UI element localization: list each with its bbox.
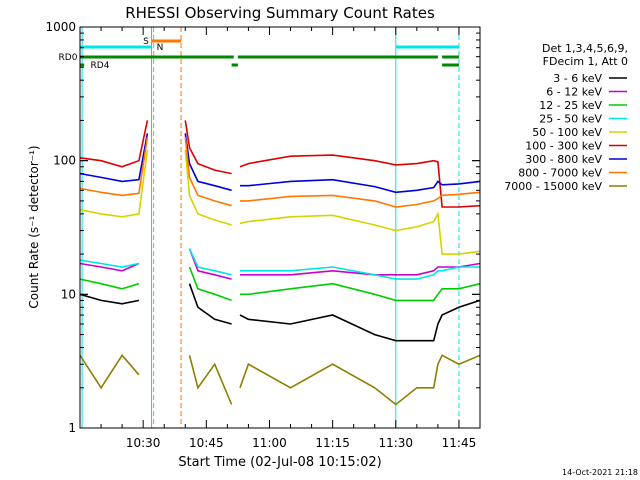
series-line-4 (79, 149, 481, 255)
x-tick-label-3: 11:15 (315, 436, 350, 450)
y-tick-label-1: 10 (61, 287, 76, 301)
legend-label-2: 12 - 25 keV (539, 99, 602, 112)
state-bars: SN RD0 RD4 (59, 37, 459, 71)
y-tick-label-0: 1 (68, 421, 76, 435)
legend-label-7: 800 - 7000 keV (518, 167, 602, 180)
timestamp: 14-Oct-2021 21:18 (562, 468, 638, 477)
series-line-8 (79, 353, 481, 406)
series-line-6 (79, 133, 481, 194)
state-bar-label-3: RD4 (91, 61, 110, 71)
axes: 10:30 10:45 11:00 11:15 11:30 11:45 1 10 100 1000 (45, 20, 481, 450)
plot-frame (79, 26, 481, 429)
series-line-1 (79, 248, 481, 280)
vertical-markers (81, 27, 460, 428)
series-line-5 (79, 120, 481, 208)
legend-label-0: 3 - 6 keV (553, 72, 602, 85)
series-lines (79, 120, 481, 406)
state-bar-label-0: S (143, 37, 149, 47)
x-tick-label-5: 11:45 (442, 436, 477, 450)
series-line-0 (79, 283, 481, 342)
series-line-3 (79, 248, 480, 280)
x-tick-label-2: 11:00 (252, 436, 287, 450)
legend-header-line-2: FDecim 1, Att 0 (543, 55, 628, 68)
x-tick-label-0: 10:30 (126, 436, 161, 450)
x-axis-label: Start Time (02-Jul-08 10:15:02) (178, 455, 381, 470)
x-tick-label-4: 11:30 (378, 436, 413, 450)
y-axis-label: Count Rate (s⁻¹ detector⁻¹) (27, 145, 41, 308)
x-tick-label-1: 10:45 (189, 436, 224, 450)
series-line-7 (79, 136, 481, 208)
legend-label-5: 100 - 300 keV (525, 140, 602, 153)
legend-label-1: 6 - 12 keV (546, 86, 602, 99)
state-bar-label-1: N (157, 43, 164, 53)
y-tick-label-3: 1000 (45, 20, 76, 34)
state-bar-label-2: RD0 (59, 53, 78, 63)
chart-title: RHESSI Observing Summary Count Rates (125, 4, 435, 22)
legend-header-line-1: Det 1,3,4,5,6,9, (542, 42, 628, 55)
legend-label-6: 300 - 800 keV (525, 153, 602, 166)
legend-label-8: 7000 - 15000 keV (504, 180, 602, 193)
legend-label-4: 50 - 100 keV (532, 126, 602, 139)
series-line-2 (79, 266, 481, 302)
y-tick-label-2: 100 (53, 154, 76, 168)
legend-label-3: 25 - 50 keV (539, 113, 602, 126)
